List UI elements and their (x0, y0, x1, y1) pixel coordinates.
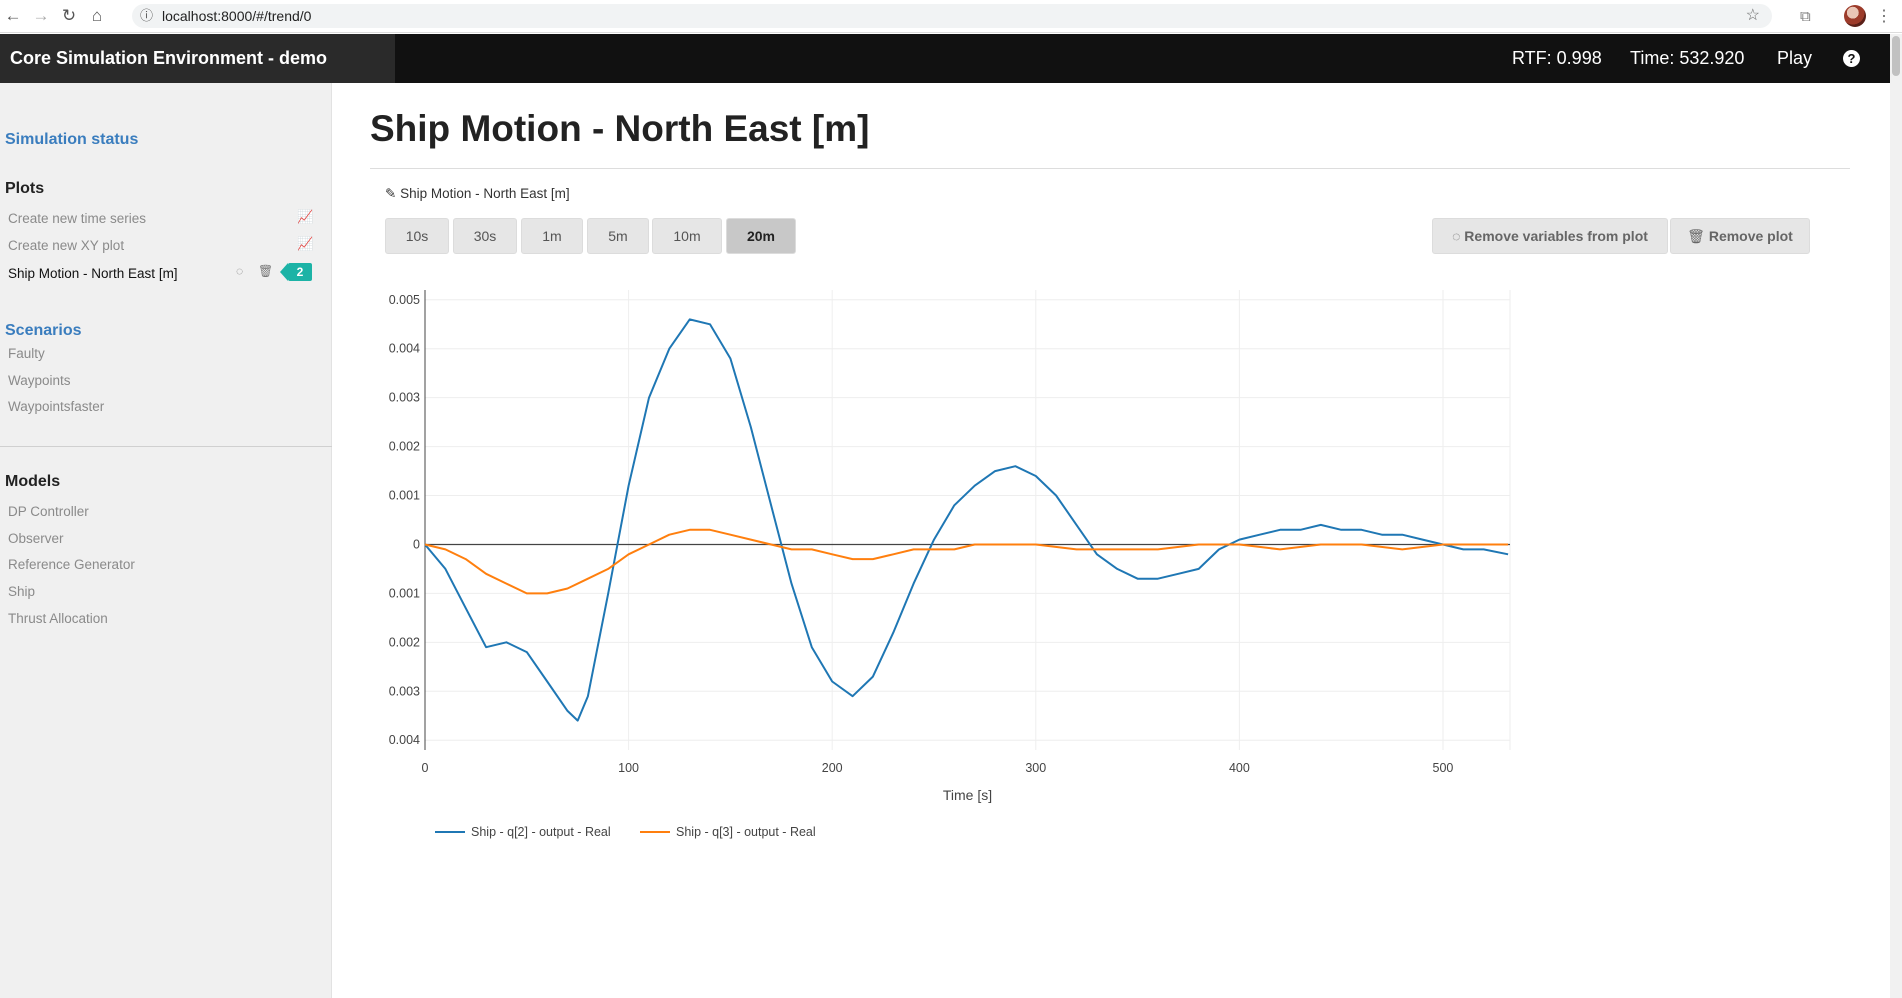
edit-icon[interactable]: ✎ (385, 186, 397, 201)
remove-variables-button[interactable]: ◌ Remove variables from plot (1432, 218, 1668, 254)
x-axis-title: Time [s] (943, 787, 992, 803)
plot-variable-count-badge: 2 (280, 263, 312, 281)
x-tick-label: 300 (1025, 761, 1046, 775)
chart-series (424, 318, 1509, 722)
scenarios-heading[interactable]: Scenarios (5, 322, 82, 339)
model-item[interactable]: DP Controller (8, 504, 89, 519)
scenario-item[interactable]: Waypointsfaster (8, 399, 105, 414)
trash-icon: 🗑 (1687, 228, 1705, 244)
y-tick-label: 0.003 (389, 684, 420, 698)
range-button-10m[interactable]: 10m (652, 218, 722, 254)
y-tick-label: 0.005 (389, 293, 420, 307)
address-bar[interactable]: ⓘ localhost:8000/#/trend/0 ☆ (132, 4, 1772, 28)
sidebar-item-create-time-series[interactable]: Create new time series (8, 211, 147, 226)
sidebar: Simulation status Plots Create new time … (0, 83, 332, 998)
x-tick-label: 500 (1433, 761, 1454, 775)
range-button-30s[interactable]: 30s (453, 218, 517, 254)
series-line-1 (424, 318, 1509, 722)
extension-icon[interactable]: ⧉ (1800, 8, 1811, 25)
app-navbar: Core Simulation Environment - demo appli… (0, 34, 1890, 117)
y-tick-label: 0.004 (389, 733, 420, 747)
rtf-readout: RTF: 0.998 (1512, 48, 1602, 68)
play-button[interactable]: Play (1777, 48, 1813, 68)
x-tick-label: 100 (618, 761, 639, 775)
sidebar-item-ship-motion-plot[interactable]: Ship Motion - North East [m] (8, 266, 178, 281)
time-series-chart[interactable]: 0.005 0.004 0.003 0.002 0.001 0 0.001 0.002 0.00… (370, 290, 1810, 970)
sidebar-divider (0, 446, 332, 447)
y-tick-label: 0 (413, 537, 420, 551)
info-icon[interactable]: ⓘ (140, 8, 154, 23)
model-item[interactable]: Ship (8, 584, 36, 599)
browser-toolbar: ← → ↻ ⌂ ⓘ localhost:8000/#/trend/0 ☆ ⧉ ⋮ (0, 0, 1902, 33)
scenario-item[interactable]: Waypoints (8, 373, 71, 388)
y-tick-label: 0.001 (389, 586, 420, 600)
eye-slash-icon[interactable]: ◌ (236, 264, 244, 278)
url-text: localhost:8000/#/trend/0 (162, 8, 312, 24)
title-divider (370, 168, 1850, 169)
range-button-10s[interactable]: 10s (385, 218, 449, 254)
model-item[interactable]: Observer (8, 531, 64, 546)
plot-name-editor[interactable]: ✎ Ship Motion - North East [m] (385, 186, 570, 202)
more-menu-icon[interactable]: ⋮ (1876, 8, 1892, 25)
range-button-1m[interactable]: 1m (521, 218, 583, 254)
chart-labels: 0.005 0.004 0.003 0.002 0.001 0 0.001 0.002 0.00… (389, 293, 1454, 775)
models-heading: Models (5, 473, 61, 490)
trash-icon[interactable]: 🗑 (258, 264, 274, 278)
avatar[interactable] (1844, 5, 1866, 27)
back-icon[interactable]: ← (4, 6, 22, 25)
range-button-5m[interactable]: 5m (587, 218, 649, 254)
bookmark-star-icon[interactable]: ☆ (1745, 7, 1760, 24)
chart-axes (424, 290, 1510, 750)
chart-grid (424, 290, 1511, 750)
help-icon[interactable]: ? (1843, 50, 1860, 67)
legend-item-label[interactable]: Ship - q[2] - output - Real (471, 825, 611, 839)
y-tick-label: 0.001 (389, 489, 420, 503)
line-chart-icon[interactable]: 📈 (297, 236, 314, 251)
time-readout: Time: 532.920 (1630, 48, 1745, 68)
model-item[interactable]: Thrust Allocation (8, 611, 108, 626)
y-tick-label: 0.002 (389, 440, 420, 454)
x-tick-label: 0 (422, 761, 429, 775)
y-tick-label: 0.004 (389, 342, 420, 356)
forward-icon[interactable]: → (32, 6, 50, 25)
scrollbar-thumb[interactable] (1892, 36, 1900, 76)
page-title: Ship Motion - North East [m] (370, 108, 870, 149)
home-icon[interactable]: ⌂ (91, 6, 103, 25)
remove-plot-button[interactable]: 🗑 Remove plot (1670, 218, 1810, 254)
y-tick-label: 0.002 (389, 635, 420, 649)
sidebar-simulation-status[interactable]: Simulation status (5, 131, 139, 148)
scenario-item[interactable]: Faulty (8, 346, 45, 361)
legend-item-label[interactable]: Ship - q[3] - output - Real (676, 825, 816, 839)
scrollbar[interactable] (1890, 34, 1902, 998)
line-chart-icon[interactable]: 📈 (297, 209, 314, 224)
plots-heading: Plots (5, 180, 45, 197)
x-tick-label: 400 (1229, 761, 1250, 775)
eye-slash-icon: ◌ (1452, 228, 1461, 244)
app-brand[interactable]: Core Simulation Environment - demo appli… (0, 34, 395, 117)
y-tick-label: 0.003 (389, 391, 420, 405)
series-line-2 (424, 528, 1509, 595)
reload-icon[interactable]: ↻ (61, 6, 77, 25)
range-button-20m[interactable]: 20m (726, 218, 796, 254)
x-tick-label: 200 (822, 761, 843, 775)
model-item[interactable]: Reference Generator (8, 557, 135, 572)
sidebar-item-create-xy-plot[interactable]: Create new XY plot (8, 238, 125, 253)
plot-name-text: Ship Motion - North East [m] (400, 186, 570, 201)
chart-legend[interactable]: Ship - q[2] - output - Real Ship - q[3] -… (435, 825, 816, 839)
